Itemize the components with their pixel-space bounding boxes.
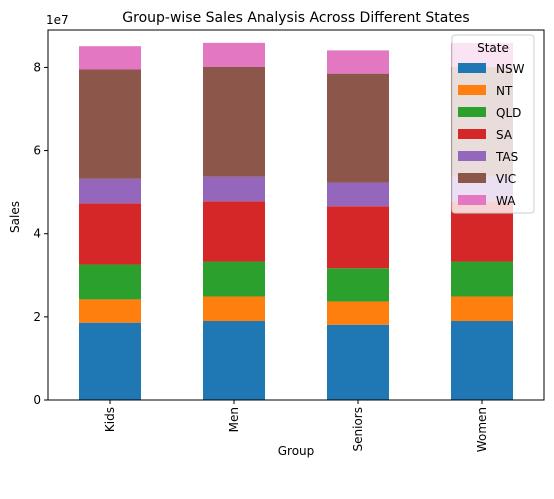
bar-segment-sa-seniors (327, 206, 389, 269)
bar-segment-wa-seniors (327, 50, 389, 74)
x-tick-label-men: Men (227, 407, 241, 432)
legend-label-nsw: NSW (496, 62, 525, 76)
bar-segment-tas-men (203, 176, 265, 202)
legend-label-wa: WA (496, 194, 516, 208)
axes: 0 2 4 6 8 Kids Men Seniors Women (33, 29, 545, 452)
legend-box (451, 34, 535, 214)
bar-segment-wa-kids (79, 46, 141, 70)
bar-segment-tas-kids (79, 178, 141, 204)
legend-swatch-qld (458, 107, 486, 117)
y-axis-label: Sales (8, 201, 22, 233)
legend-label-vic: VIC (496, 172, 516, 186)
legend-title: State (477, 41, 509, 55)
bar-segment-vic-seniors (327, 73, 389, 183)
y-axis-offset-label: 1e7 (46, 13, 69, 27)
x-tick-label-kids: Kids (103, 407, 117, 432)
y-tick-label: 4 (33, 227, 41, 241)
bar-segment-nt-kids (79, 299, 141, 323)
legend-label-nt: NT (496, 84, 513, 98)
x-axis-label: Group (278, 444, 315, 458)
bar-segment-qld-kids (79, 264, 141, 300)
bar-segment-nsw-women (451, 321, 513, 400)
legend: State NSW NT QLD SA TAS VIC WA (451, 34, 535, 214)
bar-segment-tas-seniors (327, 182, 389, 207)
legend-swatch-sa (458, 129, 486, 139)
bar-segment-nsw-seniors (327, 324, 389, 400)
legend-swatch-wa (458, 195, 486, 205)
y-tick-label: 0 (33, 393, 41, 407)
bar-segment-sa-men (203, 201, 265, 262)
chart-title: Group-wise Sales Analysis Across Differe… (122, 10, 469, 26)
legend-label-sa: SA (496, 128, 513, 142)
bar-segment-nt-men (203, 296, 265, 322)
y-tick-label: 8 (33, 60, 41, 74)
legend-label-qld: QLD (496, 106, 521, 120)
bar-segment-wa-men (203, 42, 265, 67)
bar-segment-vic-men (203, 67, 265, 177)
bar-segment-nt-women (451, 296, 513, 322)
legend-swatch-tas (458, 151, 486, 161)
axes-frame (47, 29, 545, 401)
y-tick-label: 2 (33, 310, 41, 324)
legend-swatch-nt (458, 85, 486, 95)
legend-label-tas: TAS (495, 150, 518, 164)
bar-segment-qld-seniors (327, 268, 389, 302)
y-tick-label: 6 (33, 144, 41, 158)
legend-swatch-vic (458, 173, 486, 183)
bar-segment-vic-kids (79, 69, 141, 179)
x-tick-label-women: Women (475, 407, 489, 452)
legend-swatch-nsw (458, 63, 486, 73)
x-tick-label-seniors: Seniors (351, 407, 365, 451)
bar-segment-sa-kids (79, 203, 141, 265)
bar-segment-nsw-men (203, 321, 265, 400)
bar-segment-qld-women (451, 261, 513, 297)
bar-segment-nsw-kids (79, 322, 141, 400)
bar-segment-qld-men (203, 261, 265, 297)
bar-segment-nt-seniors (327, 301, 389, 325)
